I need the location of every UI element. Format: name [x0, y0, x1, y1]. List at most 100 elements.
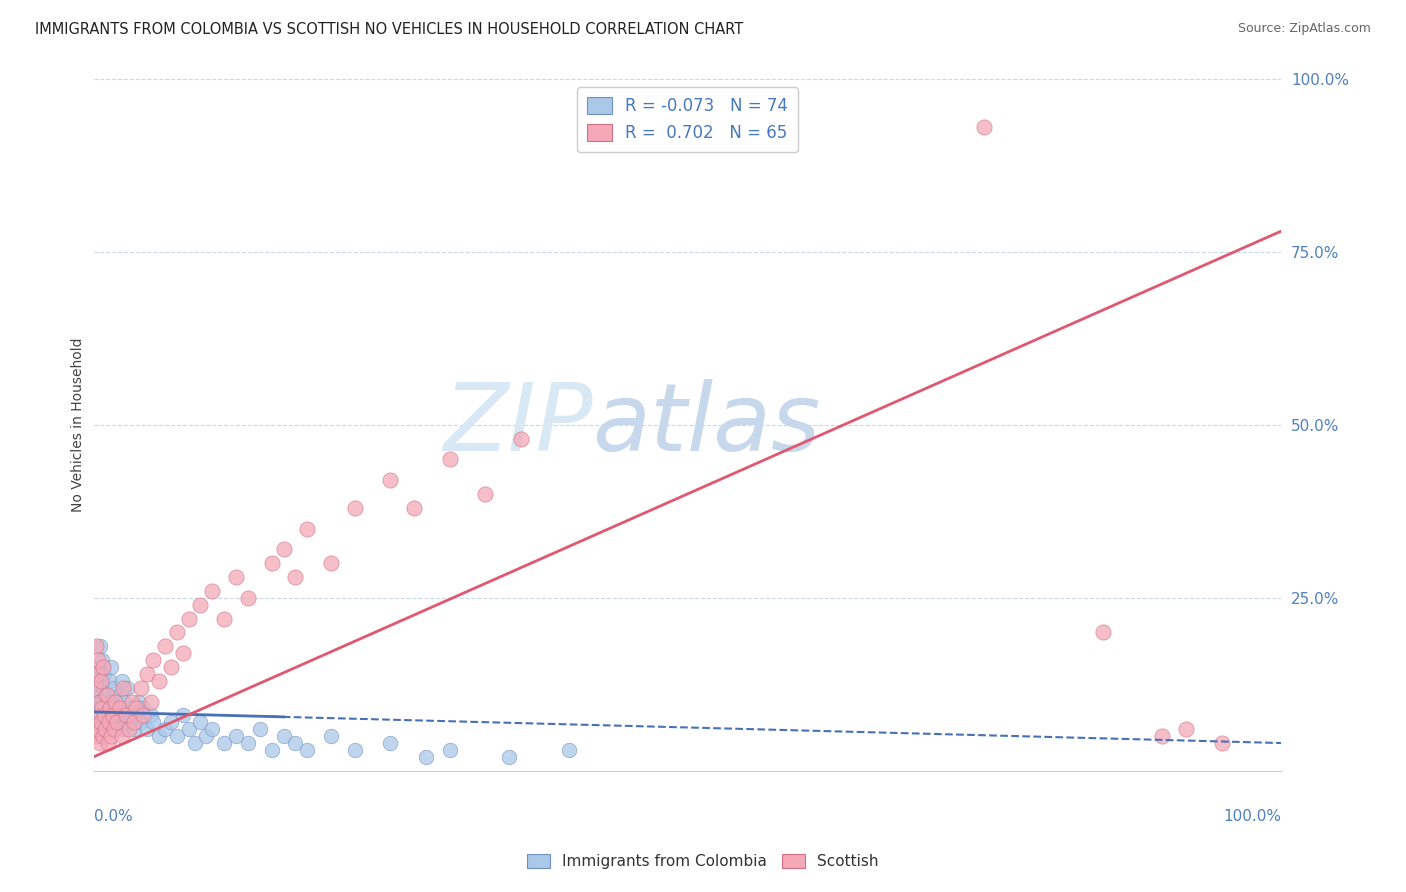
Point [125, 701, 148, 715]
Point [166, 729, 188, 743]
Point [94, 688, 117, 702]
Point [343, 500, 366, 515]
Point [96, 708, 118, 723]
Point [90, 673, 112, 688]
Point [1211, 736, 1233, 750]
Point [136, 666, 159, 681]
Point [90, 673, 112, 688]
Point [114, 694, 136, 708]
Point [159, 715, 181, 730]
Point [122, 722, 145, 736]
Point [89, 736, 111, 750]
Point [1152, 729, 1174, 743]
Point [380, 473, 402, 487]
Point [87, 660, 110, 674]
Point [91, 660, 114, 674]
Point [474, 487, 496, 501]
Point [105, 715, 128, 730]
Point [225, 729, 247, 743]
Text: ZIP: ZIP [443, 379, 592, 470]
Point [380, 736, 402, 750]
Point [91, 729, 114, 743]
Point [249, 722, 271, 736]
Point [212, 736, 235, 750]
Point [1091, 625, 1114, 640]
Point [84, 639, 107, 653]
Point [86, 722, 108, 736]
Point [343, 743, 366, 757]
Point [132, 701, 155, 715]
Point [89, 694, 111, 708]
Point [415, 750, 437, 764]
Point [110, 708, 132, 723]
Point [83, 694, 105, 708]
Point [122, 715, 145, 730]
Point [87, 653, 110, 667]
Text: atlas: atlas [592, 379, 821, 470]
Point [103, 722, 125, 736]
Point [148, 673, 170, 688]
Point [91, 681, 114, 695]
Point [319, 729, 342, 743]
Point [83, 681, 105, 695]
Point [91, 715, 114, 730]
Point [225, 570, 247, 584]
Point [86, 681, 108, 695]
Text: 0.0%: 0.0% [94, 809, 132, 823]
Point [100, 660, 122, 674]
Point [201, 583, 224, 598]
Point [86, 708, 108, 723]
Point [129, 681, 152, 695]
Point [96, 688, 118, 702]
Point [129, 715, 152, 730]
Point [87, 701, 110, 715]
Point [121, 694, 143, 708]
Point [90, 694, 112, 708]
Y-axis label: No Vehicles in Household: No Vehicles in Household [72, 337, 86, 512]
Point [121, 701, 143, 715]
Point [118, 715, 141, 730]
Point [114, 708, 136, 723]
Point [84, 666, 107, 681]
Point [90, 708, 112, 723]
Legend: R = -0.073   N = 74, R =  0.702   N = 65: R = -0.073 N = 74, R = 0.702 N = 65 [576, 87, 799, 152]
Point [142, 715, 165, 730]
Point [125, 708, 148, 723]
Point [111, 729, 134, 743]
Point [132, 708, 155, 723]
Point [114, 708, 136, 723]
Point [89, 639, 111, 653]
Point [101, 708, 124, 723]
Point [297, 743, 319, 757]
Point [148, 729, 170, 743]
Point [498, 750, 520, 764]
Point [93, 666, 115, 681]
Point [104, 694, 127, 708]
Point [94, 722, 117, 736]
Point [236, 591, 259, 605]
Point [177, 611, 200, 625]
Point [139, 708, 162, 723]
Point [105, 715, 128, 730]
Point [97, 694, 120, 708]
Point [98, 715, 121, 730]
Point [100, 729, 122, 743]
Point [439, 452, 461, 467]
Point [136, 722, 159, 736]
Point [111, 673, 134, 688]
Point [190, 598, 212, 612]
Point [177, 722, 200, 736]
Point [142, 653, 165, 667]
Point [297, 522, 319, 536]
Text: IMMIGRANTS FROM COLOMBIA VS SCOTTISH NO VEHICLES IN HOUSEHOLD CORRELATION CHART: IMMIGRANTS FROM COLOMBIA VS SCOTTISH NO … [35, 22, 744, 37]
Point [103, 681, 125, 695]
Point [87, 722, 110, 736]
Point [260, 556, 283, 570]
Point [115, 681, 138, 695]
Point [105, 694, 128, 708]
Point [104, 722, 127, 736]
Point [107, 701, 129, 715]
Point [101, 708, 124, 723]
Point [98, 715, 121, 730]
Text: 100.0%: 100.0% [1223, 809, 1281, 823]
